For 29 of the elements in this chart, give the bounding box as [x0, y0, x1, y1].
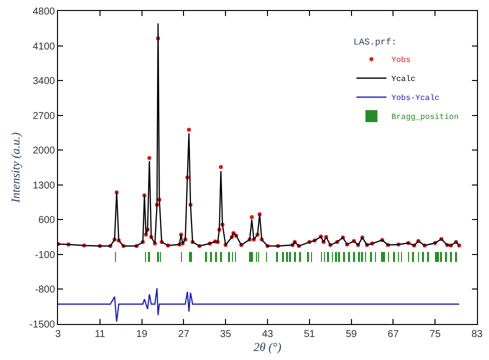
x-tick-label: 51: [304, 329, 316, 340]
x-tick-label: 19: [136, 329, 148, 340]
y-tick-label: 3400: [32, 76, 56, 88]
y-tick-label: -1500: [29, 320, 56, 330]
y-tick-label: 4100: [32, 41, 56, 52]
legend-title: LAS.prf:: [353, 38, 397, 48]
line-series: [58, 288, 460, 322]
y-tick-label: -800: [34, 284, 56, 296]
x-tick-label: 83: [471, 329, 483, 340]
y-tick-label: 1300: [32, 180, 56, 192]
y-axis-title: Intensity (a.u.): [8, 132, 23, 204]
x-tick-label: 3: [55, 329, 62, 340]
legend-label: Bragg_position: [391, 113, 459, 122]
legend-label: Yobs-Ycalc: [391, 94, 440, 104]
x-tick-label: 11: [94, 329, 106, 340]
x-axis-title: 2θ (°): [254, 340, 282, 354]
legend-label: Ycalc: [391, 75, 416, 84]
x-tick-label: 67: [388, 329, 400, 340]
y-tick-label: 4800: [32, 6, 56, 18]
y-tick-label: 600: [38, 215, 56, 226]
x-tick-label: 43: [262, 329, 274, 340]
y-tick-label: 2700: [32, 110, 56, 122]
x-tick-label: 75: [430, 329, 442, 340]
x-tick-label: 59: [346, 329, 358, 340]
y-tick-label: 2000: [32, 146, 56, 157]
y-tick-label: -100: [34, 250, 56, 261]
legend-label: Yobs: [391, 56, 411, 66]
x-tick-label: 35: [220, 329, 232, 340]
x-tick-label: 27: [178, 329, 190, 340]
